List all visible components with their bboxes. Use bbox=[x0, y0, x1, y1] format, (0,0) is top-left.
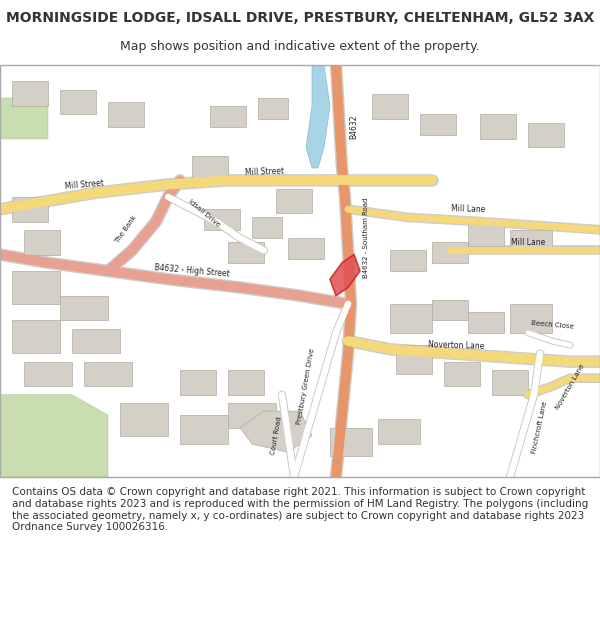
Text: Finchcroft Lane: Finchcroft Lane bbox=[532, 401, 548, 454]
Polygon shape bbox=[12, 197, 48, 221]
Polygon shape bbox=[72, 329, 120, 353]
Polygon shape bbox=[528, 122, 564, 148]
Text: Mill Lane: Mill Lane bbox=[511, 238, 545, 247]
Text: B4632 - Southam Road: B4632 - Southam Road bbox=[363, 198, 369, 278]
Polygon shape bbox=[228, 370, 264, 394]
Text: Beech Close: Beech Close bbox=[530, 320, 574, 329]
Text: MORNINGSIDE LODGE, IDSALL DRIVE, PRESTBURY, CHELTENHAM, GL52 3AX: MORNINGSIDE LODGE, IDSALL DRIVE, PRESTBU… bbox=[6, 11, 594, 25]
Text: The Bank: The Bank bbox=[114, 214, 138, 245]
Text: Map shows position and indicative extent of the property.: Map shows position and indicative extent… bbox=[120, 40, 480, 53]
Polygon shape bbox=[108, 102, 144, 127]
Text: Mill Lane: Mill Lane bbox=[451, 204, 485, 214]
Text: Noverton Lane: Noverton Lane bbox=[554, 362, 586, 410]
Polygon shape bbox=[378, 419, 420, 444]
Text: Noverton Lane: Noverton Lane bbox=[428, 339, 484, 351]
Text: Prestbury Green Drive: Prestbury Green Drive bbox=[296, 348, 316, 425]
Polygon shape bbox=[240, 411, 312, 452]
Polygon shape bbox=[0, 394, 108, 477]
Polygon shape bbox=[420, 114, 456, 135]
Polygon shape bbox=[12, 271, 60, 304]
Polygon shape bbox=[180, 370, 216, 394]
Polygon shape bbox=[432, 300, 468, 321]
Polygon shape bbox=[468, 312, 504, 332]
Polygon shape bbox=[492, 370, 528, 394]
Polygon shape bbox=[0, 98, 48, 139]
Polygon shape bbox=[396, 345, 432, 374]
Polygon shape bbox=[444, 362, 480, 386]
Polygon shape bbox=[258, 98, 288, 119]
Polygon shape bbox=[510, 230, 552, 251]
Text: B4632: B4632 bbox=[349, 114, 359, 139]
Polygon shape bbox=[390, 251, 426, 271]
Polygon shape bbox=[480, 114, 516, 139]
Polygon shape bbox=[210, 106, 246, 127]
Polygon shape bbox=[390, 304, 432, 332]
Text: Mill Street: Mill Street bbox=[244, 167, 284, 177]
Text: Court Road: Court Road bbox=[269, 416, 283, 456]
Text: B4632 - High Street: B4632 - High Street bbox=[154, 263, 230, 279]
Polygon shape bbox=[60, 296, 108, 321]
Text: Mill Street: Mill Street bbox=[64, 178, 104, 191]
Polygon shape bbox=[252, 217, 282, 238]
Polygon shape bbox=[84, 362, 132, 386]
Polygon shape bbox=[24, 362, 72, 386]
Polygon shape bbox=[12, 321, 60, 353]
Polygon shape bbox=[510, 304, 552, 332]
Polygon shape bbox=[12, 81, 48, 106]
Polygon shape bbox=[432, 242, 468, 262]
Polygon shape bbox=[24, 230, 60, 254]
Polygon shape bbox=[192, 156, 228, 181]
Polygon shape bbox=[330, 254, 360, 296]
Polygon shape bbox=[180, 415, 228, 444]
Text: Contains OS data © Crown copyright and database right 2021. This information is : Contains OS data © Crown copyright and d… bbox=[12, 488, 588, 532]
Polygon shape bbox=[120, 403, 168, 436]
Polygon shape bbox=[330, 428, 372, 456]
Polygon shape bbox=[372, 94, 408, 119]
Polygon shape bbox=[276, 189, 312, 213]
Polygon shape bbox=[228, 403, 276, 428]
Text: Idsall Drive: Idsall Drive bbox=[187, 199, 221, 228]
Polygon shape bbox=[204, 209, 240, 230]
Polygon shape bbox=[468, 221, 504, 246]
Polygon shape bbox=[228, 242, 264, 262]
Polygon shape bbox=[306, 65, 330, 168]
Polygon shape bbox=[60, 90, 96, 114]
Polygon shape bbox=[288, 238, 324, 259]
